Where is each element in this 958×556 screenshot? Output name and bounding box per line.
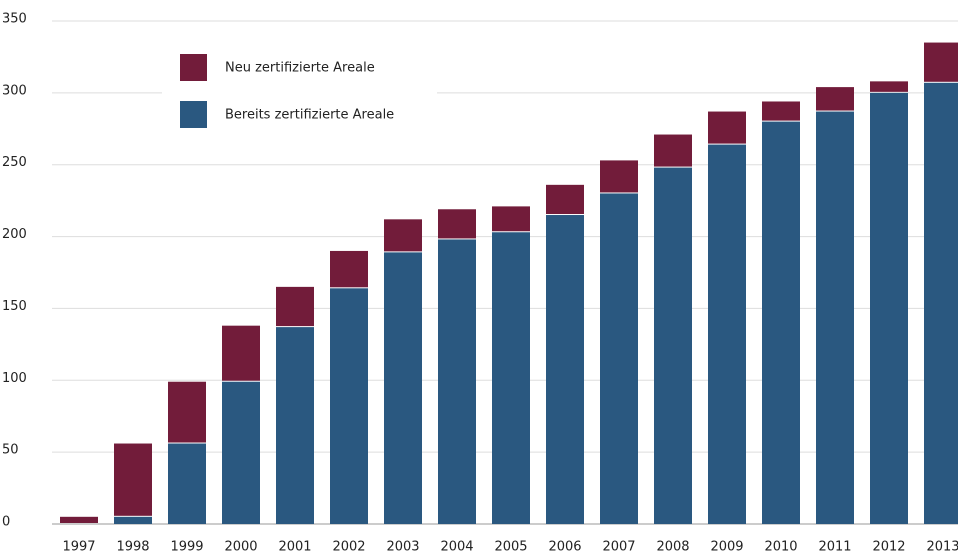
x-tick-label: 2002 xyxy=(332,540,365,555)
bar-segment xyxy=(222,381,260,524)
bar-segment xyxy=(330,250,368,288)
bar-segment xyxy=(168,381,206,443)
x-tick-label: 2008 xyxy=(656,540,689,555)
bar-segment xyxy=(222,325,260,381)
bar-segment xyxy=(600,193,638,524)
bar-segment xyxy=(168,443,206,524)
x-tick-label: 2003 xyxy=(386,540,419,555)
bar-segment xyxy=(708,111,746,144)
bar-segment xyxy=(708,144,746,524)
y-tick-label: 200 xyxy=(2,227,27,242)
bar-segment xyxy=(492,232,530,524)
x-tick-label: 1999 xyxy=(170,540,203,555)
bar-segment xyxy=(114,516,152,524)
bar-segment xyxy=(438,209,476,239)
bar-segment xyxy=(546,215,584,524)
x-tick-label: 2001 xyxy=(278,540,311,555)
x-tick-label: 1998 xyxy=(116,540,149,555)
bar-segment xyxy=(924,42,958,82)
x-tick-label: 2009 xyxy=(710,540,743,555)
x-tick-label: 2012 xyxy=(872,540,905,555)
bar-segment xyxy=(492,206,530,232)
x-tick-label: 2004 xyxy=(440,540,473,555)
bar-segment xyxy=(276,286,314,327)
legend-label: Bereits zertifizierte Areale xyxy=(225,108,394,123)
y-tick-label: 350 xyxy=(2,12,27,27)
y-tick-label: 250 xyxy=(2,155,27,170)
x-tick-label: 2011 xyxy=(818,540,851,555)
bar-segment xyxy=(114,443,152,516)
bar-segment xyxy=(384,219,422,252)
bar-segment xyxy=(762,101,800,121)
bar-segment xyxy=(600,160,638,193)
x-tick-label: 2006 xyxy=(548,540,581,555)
bar-segment xyxy=(330,288,368,524)
bar-segment xyxy=(816,87,854,111)
bar-segment xyxy=(654,134,692,167)
y-tick-label: 50 xyxy=(2,443,19,458)
bar-segment xyxy=(762,121,800,524)
x-tick-label: 2013 xyxy=(926,540,958,555)
bar-segment xyxy=(654,167,692,525)
y-tick-label: 0 xyxy=(2,515,10,530)
legend-background xyxy=(162,40,437,140)
x-tick-label: 2010 xyxy=(764,540,797,555)
legend-label: Neu zertifizierte Areale xyxy=(225,61,375,76)
bar-segment xyxy=(438,239,476,524)
bar-segment xyxy=(816,111,854,524)
bar-segment xyxy=(870,92,908,524)
y-tick-label: 150 xyxy=(2,299,27,314)
legend-swatch xyxy=(180,101,207,128)
bar-segment xyxy=(546,184,584,215)
x-tick-label: 2007 xyxy=(602,540,635,555)
x-tick-label: 1997 xyxy=(62,540,95,555)
y-tick-label: 100 xyxy=(2,371,27,386)
y-tick-label: 300 xyxy=(2,83,27,98)
bar-segment xyxy=(384,252,422,524)
bar-segment xyxy=(60,516,98,523)
x-tick-label: 2005 xyxy=(494,540,527,555)
bar-segment xyxy=(924,82,958,524)
x-tick-label: 2000 xyxy=(224,540,257,555)
bar-segment xyxy=(870,81,908,92)
legend-swatch xyxy=(180,54,207,81)
bar-segment xyxy=(276,327,314,524)
